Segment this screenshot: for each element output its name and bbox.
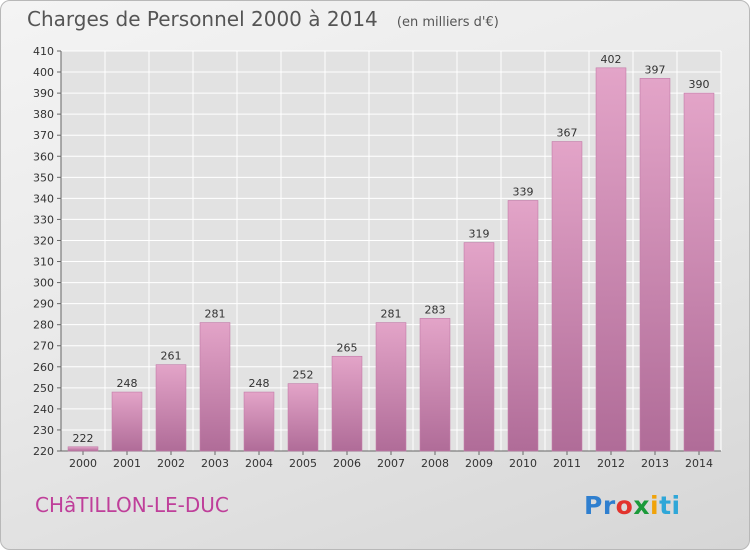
x-tick-label: 2008 (421, 457, 449, 470)
y-tick-label: 400 (33, 66, 54, 79)
bar (155, 364, 187, 452)
y-tick-label: 230 (33, 424, 54, 437)
y-tick-label: 260 (33, 361, 54, 374)
y-tick-label: 220 (33, 445, 54, 458)
y-tick-label: 320 (33, 234, 54, 247)
y-tick-label: 350 (33, 171, 54, 184)
data-label: 319 (469, 228, 490, 241)
chart-title-unit: (en milliers d'€) (396, 15, 499, 30)
y-tick-label: 360 (33, 150, 54, 163)
bar (287, 383, 319, 452)
bar (683, 92, 715, 452)
data-label: 265 (337, 341, 358, 354)
data-label: 402 (601, 53, 622, 66)
data-label: 261 (161, 350, 182, 363)
x-tick-label: 2007 (377, 457, 405, 470)
data-label: 390 (689, 78, 710, 91)
y-tick-label: 270 (33, 340, 54, 353)
bar (463, 242, 495, 452)
data-label: 367 (557, 127, 578, 140)
bar (331, 355, 363, 452)
x-tick-label: 2000 (69, 457, 97, 470)
logo-part: o (615, 491, 634, 520)
chart-title-main: Charges de Personnel 2000 à 2014 (27, 7, 378, 31)
data-label: 281 (381, 308, 402, 321)
data-label: 252 (293, 369, 314, 382)
bar (595, 67, 627, 452)
bar (199, 322, 231, 452)
bar (419, 318, 451, 452)
y-tick-label: 310 (33, 256, 54, 269)
x-tick-label: 2002 (157, 457, 185, 470)
y-tick-label: 240 (33, 403, 54, 416)
data-labels: 222 248 261 281 248 252 265 281 283 319 339 367 402 3… (73, 53, 710, 445)
x-tick-label: 2012 (597, 457, 625, 470)
bar (243, 391, 275, 452)
y-tick-label: 330 (33, 213, 54, 226)
chart-title: Charges de Personnel 2000 à 2014 (en mil… (27, 7, 499, 31)
data-label: 397 (645, 63, 666, 76)
logo-part: ti (659, 491, 681, 520)
bar (551, 141, 583, 452)
y-tick-label: 370 (33, 129, 54, 142)
data-label: 248 (249, 377, 270, 390)
x-tick-label: 2013 (641, 457, 669, 470)
bar (67, 446, 99, 452)
logo-part: x (633, 491, 650, 520)
y-tick-label: 280 (33, 319, 54, 332)
y-tick-label: 250 (33, 382, 54, 395)
x-tick-label: 2006 (333, 457, 361, 470)
y-tick-label: 410 (33, 45, 54, 58)
y-tick-label: 300 (33, 277, 54, 290)
commune-name: CHâTILLON-LE-DUC (35, 493, 229, 517)
x-tick-label: 2014 (685, 457, 713, 470)
y-tick-label: 380 (33, 108, 54, 121)
bar (375, 322, 407, 452)
y-tick-label: 290 (33, 298, 54, 311)
data-label: 283 (425, 303, 446, 316)
x-tick-label: 2004 (245, 457, 273, 470)
logo-part: i (649, 491, 660, 520)
data-label: 248 (117, 377, 138, 390)
x-tick-label: 2010 (509, 457, 537, 470)
data-label: 281 (205, 308, 226, 321)
bars (67, 67, 715, 452)
proxiti-logo: Proxiti (584, 491, 681, 520)
y-tick-label: 340 (33, 192, 54, 205)
data-label: 339 (513, 185, 534, 198)
x-tick-label: 2011 (553, 457, 581, 470)
x-tick-label: 2001 (113, 457, 141, 470)
logo-part: Pr (584, 491, 616, 520)
x-tick-label: 2003 (201, 457, 229, 470)
x-tick-label: 2009 (465, 457, 493, 470)
bar (639, 78, 671, 452)
data-label: 222 (73, 432, 94, 445)
bar (111, 391, 143, 452)
x-tick-label: 2005 (289, 457, 317, 470)
bar (507, 200, 539, 452)
y-tick-label: 390 (33, 87, 54, 100)
